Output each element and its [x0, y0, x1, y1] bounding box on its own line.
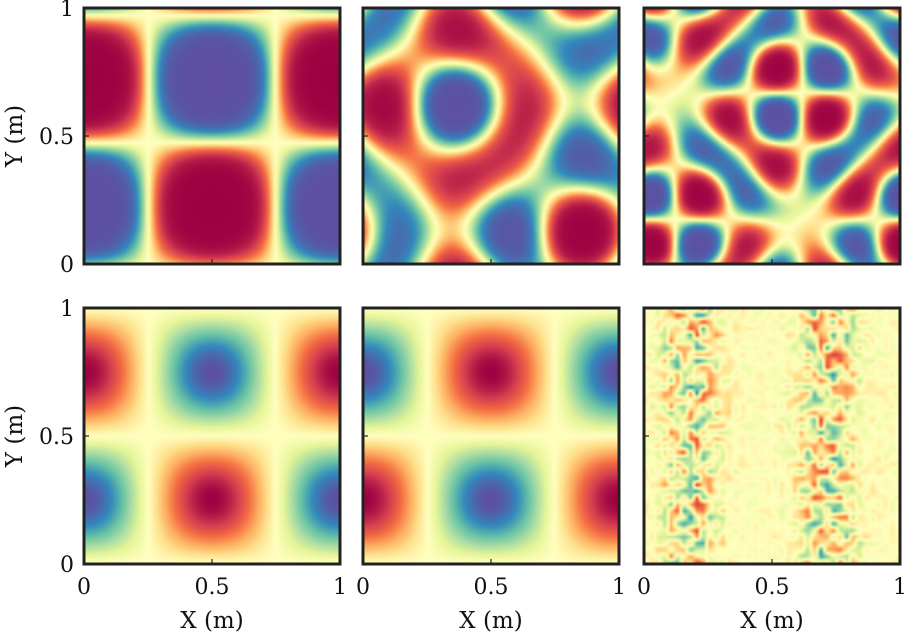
x-tick-label: 0.5: [474, 575, 509, 600]
x-axis-label: X (m): [740, 608, 803, 634]
heatmap-panel-4: [84, 308, 340, 564]
x-tick-label: 0: [637, 575, 651, 600]
heatmap-panel-2: [363, 8, 619, 264]
y-tick-label: 0.5: [39, 125, 74, 150]
x-tick-label: 1: [333, 575, 347, 600]
y-tick-label: 1: [60, 297, 74, 322]
x-axis-label: X (m): [180, 608, 243, 634]
x-tick-label: 0.5: [755, 575, 790, 600]
heatmap-panel-3: [644, 8, 900, 264]
x-tick-label: 0: [356, 575, 370, 600]
x-tick-label: 0.5: [195, 575, 230, 600]
y-tick-label: 1: [60, 0, 74, 22]
y-tick-label: 0.5: [39, 425, 74, 450]
y-tick-label: 0: [60, 553, 74, 578]
heatmap-panel-6: [644, 308, 900, 564]
y-axis-label: Y (m): [2, 405, 28, 468]
x-axis-label: X (m): [459, 608, 522, 634]
heatmap-panel-1: [84, 8, 340, 264]
y-axis-label: Y (m): [2, 105, 28, 168]
x-tick-label: 1: [893, 575, 904, 600]
y-tick-label: 0: [60, 253, 74, 278]
x-tick-label: 1: [612, 575, 626, 600]
heatmap-panel-5: [363, 308, 619, 564]
x-tick-label: 0: [77, 575, 91, 600]
